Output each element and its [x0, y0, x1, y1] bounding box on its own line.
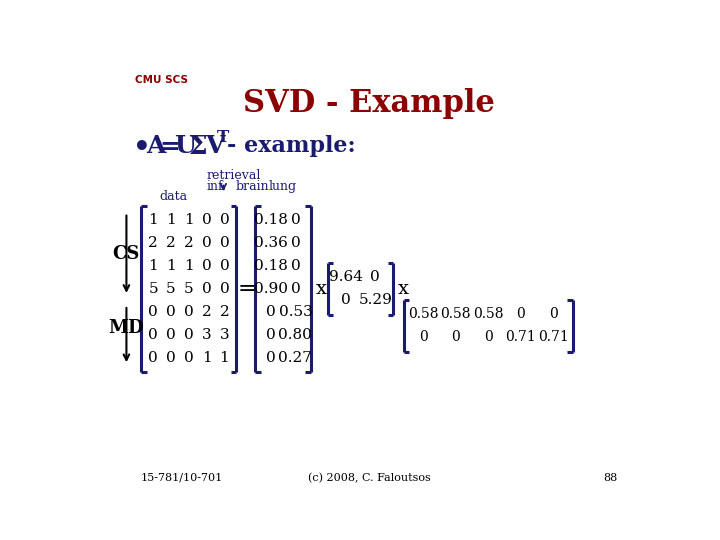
Text: CMU SCS: CMU SCS	[135, 75, 188, 85]
Text: lung: lung	[268, 180, 296, 193]
Text: 5: 5	[148, 282, 158, 296]
Text: 1: 1	[166, 259, 176, 273]
Text: 0.27: 0.27	[279, 351, 312, 365]
Text: 5.29: 5.29	[359, 293, 392, 307]
Text: 0: 0	[184, 305, 194, 319]
Text: 0: 0	[290, 213, 300, 227]
Text: 0.58: 0.58	[473, 307, 503, 321]
Text: 1: 1	[202, 351, 212, 365]
Text: 0.18: 0.18	[253, 259, 287, 273]
Text: 1: 1	[184, 213, 194, 227]
Text: MD: MD	[109, 319, 144, 337]
Text: inf.: inf.	[207, 180, 226, 193]
Text: T: T	[217, 129, 230, 146]
Text: (c) 2008, C. Faloutsos: (c) 2008, C. Faloutsos	[307, 473, 431, 483]
Text: retrieval: retrieval	[206, 168, 261, 182]
Text: 0: 0	[266, 328, 276, 342]
Text: 1: 1	[184, 259, 194, 273]
Text: A: A	[147, 134, 166, 158]
Text: 0.58: 0.58	[441, 307, 471, 321]
Text: 0: 0	[549, 307, 558, 321]
Text: 0: 0	[202, 213, 212, 227]
Text: 1: 1	[166, 213, 176, 227]
Text: 2: 2	[220, 305, 230, 319]
Text: 2: 2	[166, 235, 176, 249]
Text: 0.36: 0.36	[253, 235, 287, 249]
Text: 2: 2	[148, 235, 158, 249]
Text: 0: 0	[184, 328, 194, 342]
Text: 0.53: 0.53	[279, 305, 312, 319]
Text: 9.64: 9.64	[329, 271, 363, 285]
Text: 0: 0	[202, 282, 212, 296]
Text: 5: 5	[166, 282, 176, 296]
Text: 2: 2	[184, 235, 194, 249]
Text: 0: 0	[148, 351, 158, 365]
Text: brain: brain	[236, 180, 269, 193]
Text: 0: 0	[202, 259, 212, 273]
Text: 88: 88	[603, 473, 617, 483]
Text: =: =	[238, 278, 256, 300]
Text: 0: 0	[148, 305, 158, 319]
Text: CS: CS	[113, 245, 140, 263]
Text: 1: 1	[148, 259, 158, 273]
Text: 0.71: 0.71	[505, 330, 536, 345]
Text: 15-781/10-701: 15-781/10-701	[140, 473, 222, 483]
Text: 0.18: 0.18	[253, 213, 287, 227]
Text: 3: 3	[202, 328, 212, 342]
Text: 0: 0	[290, 282, 300, 296]
Text: 0: 0	[148, 328, 158, 342]
Text: 0: 0	[166, 351, 176, 365]
Text: 0: 0	[202, 235, 212, 249]
Text: 0: 0	[419, 330, 428, 345]
Text: 0: 0	[220, 282, 230, 296]
Text: x: x	[315, 280, 326, 298]
Text: 0: 0	[220, 235, 230, 249]
Text: =: =	[160, 135, 181, 159]
Text: 0: 0	[341, 293, 351, 307]
Text: 0: 0	[220, 259, 230, 273]
Text: 0: 0	[290, 235, 300, 249]
Text: 0: 0	[451, 330, 460, 345]
Text: V: V	[204, 134, 224, 158]
Text: 0: 0	[484, 330, 492, 345]
Text: •: •	[132, 134, 150, 161]
Text: 0: 0	[266, 351, 276, 365]
Text: 0: 0	[184, 351, 194, 365]
Text: 2: 2	[202, 305, 212, 319]
Text: 0.80: 0.80	[279, 328, 312, 342]
Text: 3: 3	[220, 328, 229, 342]
Text: U: U	[174, 134, 197, 158]
Text: 0: 0	[266, 305, 276, 319]
Text: 0.90: 0.90	[253, 282, 287, 296]
Text: 1: 1	[148, 213, 158, 227]
Text: 0: 0	[166, 328, 176, 342]
Text: 0: 0	[370, 271, 380, 285]
Text: 5: 5	[184, 282, 194, 296]
Text: 0: 0	[516, 307, 526, 321]
Text: data: data	[160, 190, 188, 202]
Text: 0.58: 0.58	[408, 307, 438, 321]
Text: 0: 0	[166, 305, 176, 319]
Text: SVD - Example: SVD - Example	[243, 88, 495, 119]
Text: Σ: Σ	[189, 134, 208, 159]
Text: 0: 0	[220, 213, 230, 227]
Text: 0: 0	[290, 259, 300, 273]
Text: 0.71: 0.71	[538, 330, 569, 345]
Text: x: x	[397, 280, 409, 298]
Text: 1: 1	[220, 351, 230, 365]
Text: - example:: - example:	[228, 135, 356, 157]
